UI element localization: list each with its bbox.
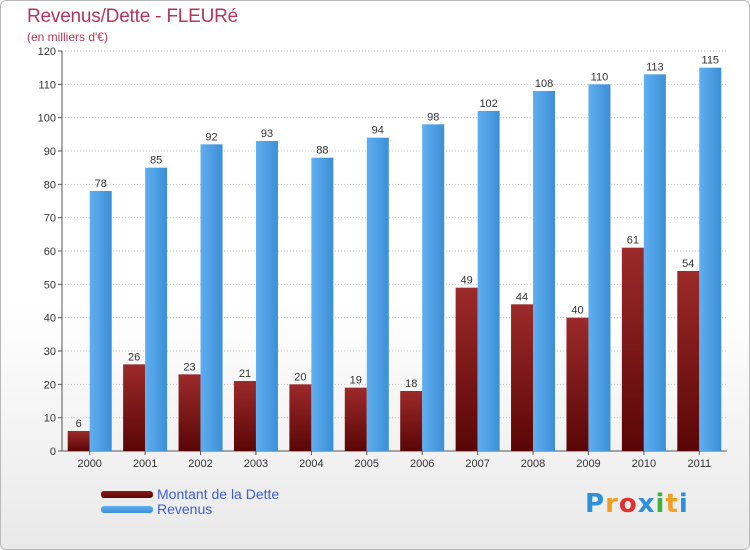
bar-dette-2006 — [400, 391, 423, 451]
legend-item-revenus: Revenus — [101, 502, 279, 517]
logo-letter: i — [678, 489, 689, 519]
x-tick-label-2007: 2007 — [465, 458, 489, 470]
data-label-revenus-2004: 88 — [316, 145, 328, 157]
bar-dette-2001 — [123, 364, 146, 451]
x-tick-label-2002: 2002 — [188, 458, 212, 470]
logo-letter: i — [655, 489, 666, 519]
x-tick-label-2003: 2003 — [244, 458, 268, 470]
y-tick-label-50: 50 — [44, 279, 56, 291]
bar-revenus-2001 — [145, 167, 168, 451]
y-tick-label-40: 40 — [44, 313, 56, 325]
bar-dette-2010 — [621, 247, 644, 451]
chart-title: Revenus/Dette - FLEURé — [27, 6, 239, 27]
x-tick-label-2004: 2004 — [299, 458, 323, 470]
logo-letter: P — [585, 489, 606, 519]
data-label-revenus-2000: 78 — [95, 178, 107, 190]
data-label-revenus-2002: 92 — [205, 131, 217, 143]
bar-revenus-2011 — [699, 67, 722, 452]
x-tick-label-2011: 2011 — [687, 458, 711, 470]
y-tick-label-0: 0 — [50, 446, 56, 458]
bar-revenus-2009 — [588, 84, 611, 451]
x-tick-label-2000: 2000 — [77, 458, 101, 470]
data-label-dette-2004: 20 — [294, 371, 306, 383]
data-label-dette-2005: 19 — [350, 375, 362, 387]
legend-label-revenus: Revenus — [157, 501, 213, 517]
y-tick-label-30: 30 — [44, 346, 56, 358]
bar-dette-2008 — [511, 304, 534, 451]
x-tick-label-2001: 2001 — [133, 458, 157, 470]
data-label-revenus-2003: 93 — [261, 128, 273, 140]
bar-dette-2011 — [677, 271, 700, 451]
data-label-dette-2001: 26 — [128, 351, 140, 363]
data-label-dette-2003: 21 — [239, 368, 251, 380]
data-label-revenus-2010: 113 — [646, 61, 664, 73]
data-label-dette-2007: 49 — [461, 275, 473, 287]
bar-revenus-2002 — [200, 144, 223, 452]
bar-revenus-2005 — [366, 137, 389, 451]
data-label-revenus-2005: 94 — [372, 125, 384, 137]
data-label-dette-2009: 40 — [571, 305, 583, 317]
data-label-dette-2011: 54 — [682, 258, 694, 270]
legend-item-dette: Montant de la Dette — [101, 487, 279, 502]
y-tick-label-60: 60 — [44, 246, 56, 258]
bar-revenus-2007 — [477, 111, 500, 451]
bar-revenus-2004 — [311, 157, 334, 451]
x-tick-label-2008: 2008 — [521, 458, 545, 470]
logo-letter: r — [605, 489, 619, 519]
data-label-revenus-2008: 108 — [535, 78, 553, 90]
y-tick-label-20: 20 — [44, 379, 56, 391]
data-label-dette-2000: 6 — [76, 418, 82, 430]
data-label-revenus-2009: 110 — [591, 71, 609, 83]
bar-revenus-2003 — [255, 141, 278, 451]
bar-revenus-2000 — [89, 191, 112, 451]
data-label-dette-2010: 61 — [627, 235, 639, 247]
legend-swatch-dette — [101, 491, 153, 498]
data-labels: 6 78 26 85 23 92 21 93 20 88 19 94 18 98 49 102 44 108 40 1… — [76, 55, 719, 430]
data-label-revenus-2007: 102 — [479, 98, 497, 110]
axes: 0 10 20 30 40 50 60 70 80 90 100 110 120 2000 2001 2002… — [38, 46, 727, 470]
logo-letter: o — [618, 489, 638, 519]
proxiti-logo: Proxiti — [585, 489, 689, 519]
data-label-revenus-2006: 98 — [427, 111, 439, 123]
bar-dette-2007 — [455, 287, 478, 451]
y-tick-label-10: 10 — [44, 413, 56, 425]
bar-dette-2000 — [67, 431, 90, 451]
legend-label-dette: Montant de la Dette — [157, 486, 280, 502]
logo-letter: t — [665, 489, 679, 519]
y-tick-label-110: 110 — [38, 79, 56, 91]
bar-dette-2004 — [289, 384, 312, 451]
x-tick-label-2010: 2010 — [632, 458, 656, 470]
bar-revenus-2008 — [533, 91, 556, 451]
bar-dette-2005 — [344, 387, 367, 451]
legend: Montant de la Dette Revenus — [101, 487, 279, 517]
data-label-dette-2008: 44 — [516, 291, 528, 303]
legend-swatch-revenus — [101, 506, 153, 513]
bar-revenus-2006 — [422, 124, 445, 451]
x-tick-label-2005: 2005 — [355, 458, 379, 470]
bars — [67, 67, 722, 452]
data-label-dette-2002: 23 — [183, 361, 195, 373]
y-tick-label-100: 100 — [38, 113, 56, 125]
y-tick-label-120: 120 — [38, 46, 56, 58]
bar-dette-2003 — [233, 381, 256, 451]
data-label-revenus-2001: 85 — [150, 155, 162, 167]
data-label-dette-2006: 18 — [405, 378, 417, 390]
logo-letter: x — [637, 489, 656, 519]
y-tick-label-70: 70 — [44, 213, 56, 225]
bar-dette-2009 — [566, 317, 589, 451]
chart-subtitle: (en milliers d'€) — [27, 30, 108, 44]
x-tick-label-2006: 2006 — [410, 458, 434, 470]
y-tick-label-90: 90 — [44, 146, 56, 158]
bar-revenus-2010 — [643, 74, 666, 451]
bar-dette-2002 — [178, 374, 201, 451]
y-tick-label-80: 80 — [44, 179, 56, 191]
data-label-revenus-2011: 115 — [702, 55, 720, 67]
x-tick-label-2009: 2009 — [576, 458, 600, 470]
